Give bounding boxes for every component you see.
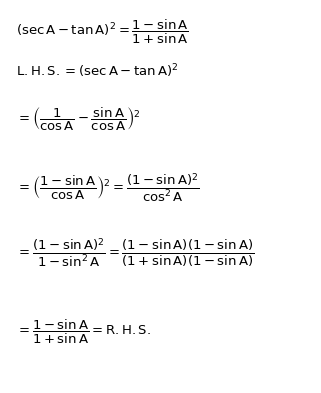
Text: $= \dfrac{1-\mathrm{sin\,A}}{1+\mathrm{sin\,A}} = \mathrm{R.H.S.}$: $= \dfrac{1-\mathrm{sin\,A}}{1+\mathrm{s… bbox=[16, 318, 151, 347]
Text: $= \left(\dfrac{1-\mathrm{sin\,A}}{\mathrm{cos\,A}}\right)^2 = \dfrac{(1-\mathrm: $= \left(\dfrac{1-\mathrm{sin\,A}}{\math… bbox=[16, 171, 200, 204]
Text: $\mathrm{L.H.S.} = (\mathrm{sec\,A} - \mathrm{tan\,A})^2$: $\mathrm{L.H.S.} = (\mathrm{sec\,A} - \m… bbox=[16, 63, 178, 81]
Text: $(\mathrm{sec\,A} - \mathrm{tan\,A})^2 = \dfrac{1-\mathrm{sin\,A}}{1+\mathrm{sin: $(\mathrm{sec\,A} - \mathrm{tan\,A})^2 =… bbox=[16, 18, 189, 46]
Text: $= \dfrac{(1-\mathrm{sin\,A})^2}{1-\mathrm{sin}^2\,\mathrm{A}} = \dfrac{(1-\math: $= \dfrac{(1-\mathrm{sin\,A})^2}{1-\math… bbox=[16, 236, 254, 269]
Text: $= \left(\dfrac{1}{\mathrm{cos\,A}} - \dfrac{\mathrm{sin\,A}}{\mathrm{cos\,A}}\r: $= \left(\dfrac{1}{\mathrm{cos\,A}} - \d… bbox=[16, 106, 141, 133]
